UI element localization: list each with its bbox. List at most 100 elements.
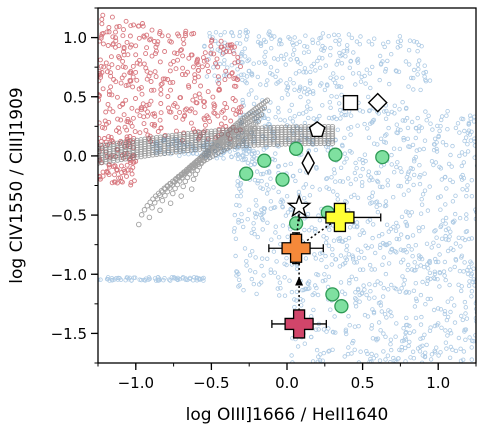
model-point — [362, 312, 368, 318]
model-point — [420, 192, 426, 197]
model-point — [326, 243, 332, 248]
model-point — [106, 134, 112, 140]
model-point — [324, 235, 329, 241]
model-point — [469, 357, 474, 362]
model-point — [469, 177, 474, 183]
model-point — [260, 227, 265, 232]
model-point — [181, 41, 187, 47]
model-point — [98, 174, 103, 180]
model-point — [416, 66, 421, 72]
model-point — [399, 338, 405, 344]
model-point — [439, 117, 444, 123]
model-point — [301, 185, 306, 190]
model-point — [425, 208, 431, 213]
model-point — [119, 170, 124, 176]
model-point — [251, 61, 256, 66]
model-point — [110, 42, 116, 48]
model-point — [298, 61, 303, 66]
model-point — [336, 33, 341, 38]
model-point — [333, 179, 338, 184]
model-point — [313, 327, 319, 332]
model-point — [394, 236, 399, 242]
model-point — [406, 144, 411, 149]
model-point — [474, 163, 476, 168]
model-point — [123, 97, 129, 103]
model-point — [376, 233, 382, 239]
model-point — [422, 138, 428, 143]
model-point — [276, 105, 281, 111]
model-point — [468, 116, 473, 121]
model-point — [109, 276, 115, 281]
model-point — [276, 80, 281, 85]
model-point — [440, 218, 446, 223]
model-point — [136, 23, 142, 29]
model-point — [256, 60, 262, 65]
model-point — [109, 92, 115, 98]
model-point — [239, 72, 244, 77]
model-point — [367, 108, 372, 113]
model-point — [170, 79, 176, 85]
model-point — [253, 255, 258, 260]
model-point — [249, 248, 255, 254]
model-point — [244, 259, 249, 264]
model-point — [364, 292, 369, 298]
model-point — [464, 216, 469, 221]
model-point — [223, 73, 229, 78]
model-point — [131, 275, 136, 280]
model-point — [132, 129, 138, 135]
model-point — [218, 152, 224, 157]
model-point — [392, 103, 397, 108]
model-point — [159, 81, 165, 87]
model-point — [157, 59, 163, 65]
model-point — [149, 53, 155, 59]
model-point — [301, 69, 306, 75]
model-point — [271, 249, 277, 254]
model-point — [353, 296, 358, 301]
model-point — [121, 112, 127, 118]
model-point — [231, 143, 238, 149]
model-point — [269, 237, 274, 242]
model-point — [356, 71, 362, 76]
model-point — [303, 182, 309, 187]
model-point — [465, 183, 470, 188]
model-point — [444, 186, 449, 191]
model-point — [157, 117, 163, 123]
model-point — [431, 162, 436, 168]
model-point — [173, 148, 179, 155]
model-point — [372, 282, 378, 288]
model-point — [315, 58, 320, 64]
model-point — [328, 307, 333, 312]
model-point — [307, 227, 312, 233]
model-point — [322, 45, 327, 51]
model-point — [238, 64, 243, 70]
model-point — [112, 163, 118, 169]
model-point — [386, 39, 391, 45]
model-point — [443, 328, 448, 333]
model-point — [243, 135, 250, 142]
model-point — [255, 180, 260, 186]
model-point — [98, 277, 103, 282]
model-point — [253, 197, 258, 203]
model-point — [100, 86, 106, 92]
model-point — [276, 275, 281, 280]
model-point — [333, 257, 339, 262]
model-point — [268, 199, 274, 204]
model-point — [233, 253, 238, 259]
model-point — [394, 130, 399, 135]
model-point — [311, 91, 316, 96]
model-point — [337, 38, 342, 43]
model-point — [254, 169, 260, 174]
model-point — [217, 87, 222, 93]
model-point — [406, 84, 411, 89]
model-point — [114, 157, 121, 163]
model-point — [215, 113, 221, 119]
model-point — [131, 22, 136, 28]
model-point — [136, 221, 142, 228]
model-point — [433, 259, 439, 265]
model-point — [396, 356, 401, 361]
model-point — [420, 279, 425, 285]
model-point — [110, 109, 116, 115]
model-point — [396, 183, 401, 189]
model-point — [431, 307, 437, 313]
model-point — [311, 307, 316, 313]
